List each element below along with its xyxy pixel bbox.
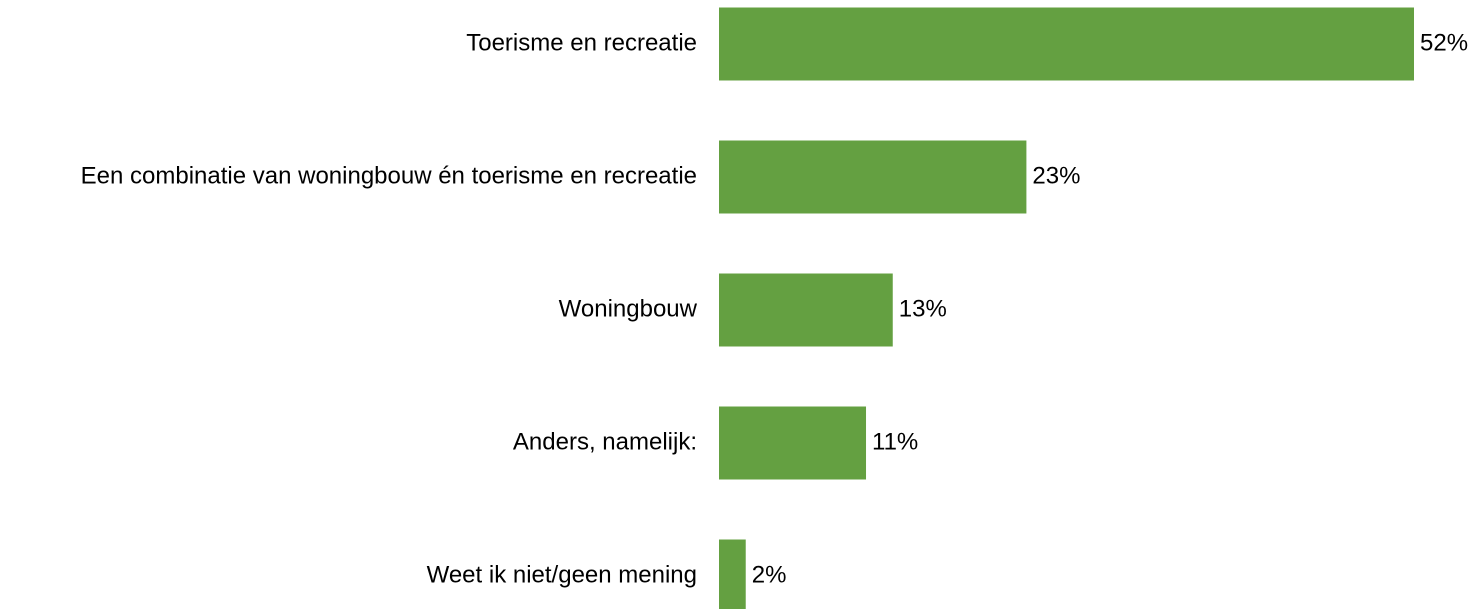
value-label: 11% xyxy=(872,428,918,455)
bar xyxy=(719,140,1027,214)
category-label: Weet ik niet/geen mening xyxy=(427,561,697,588)
value-label: 52% xyxy=(1420,29,1468,56)
value-label: 2% xyxy=(752,561,787,588)
category-label: Toerisme en recreatie xyxy=(466,29,697,56)
value-label: 13% xyxy=(899,295,947,322)
bar xyxy=(719,7,1414,81)
bar xyxy=(719,273,893,347)
category-label: Woningbouw xyxy=(559,295,698,322)
category-label: Anders, namelijk: xyxy=(513,428,697,455)
category-label: Een combinatie van woningbouw én toerism… xyxy=(81,162,697,189)
bar xyxy=(719,406,867,480)
value-label: 23% xyxy=(1032,162,1080,189)
bar xyxy=(719,539,746,609)
